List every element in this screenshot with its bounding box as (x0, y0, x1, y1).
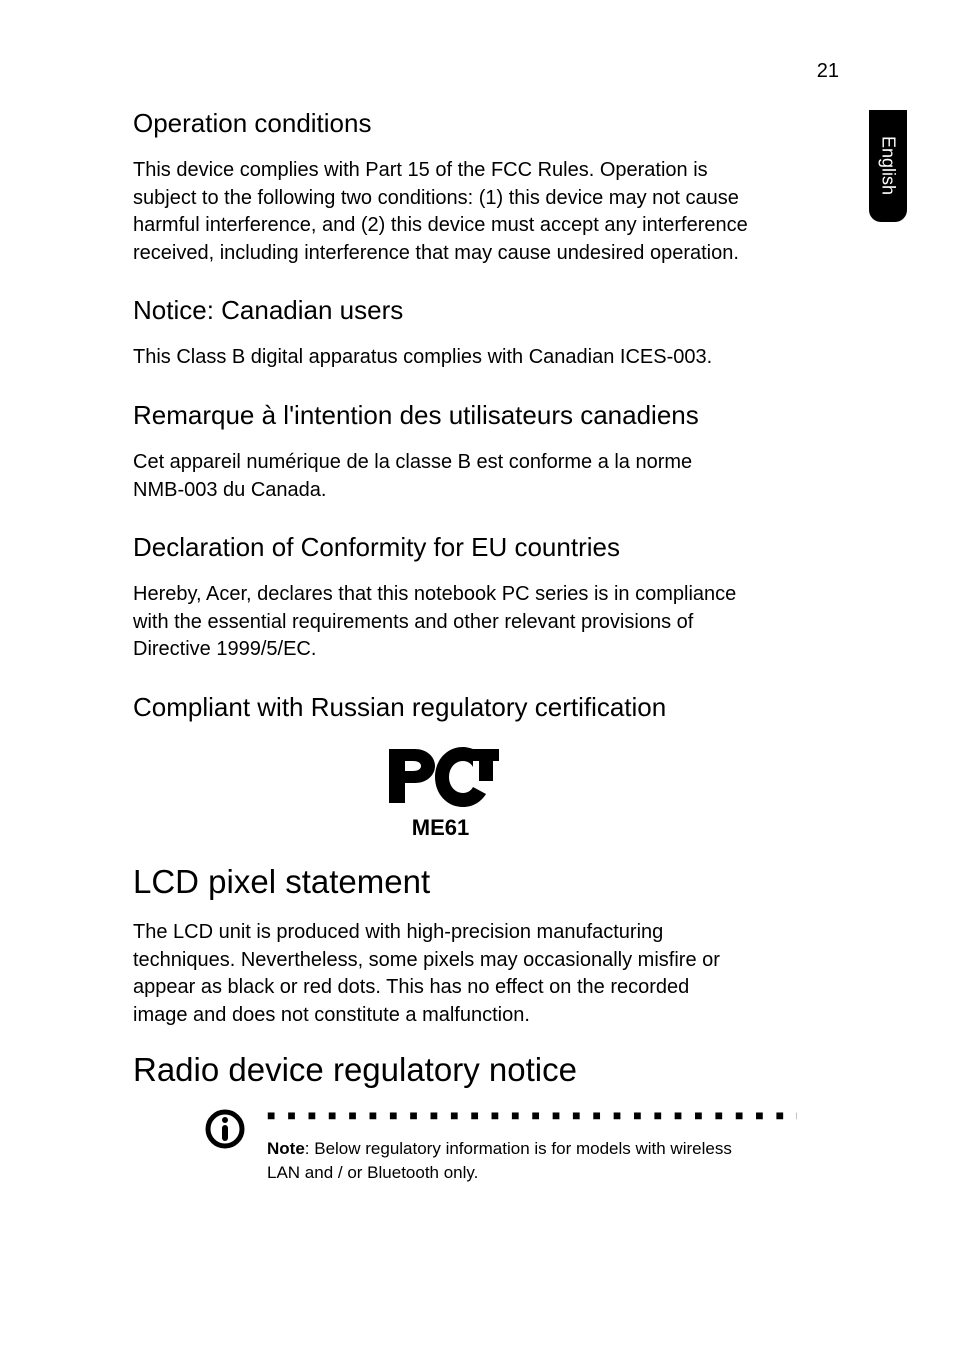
heading-russian-cert: Compliant with Russian regulatory certif… (133, 692, 748, 723)
cert-label: ME61 (133, 815, 748, 841)
alert-icon (205, 1109, 245, 1154)
note-label: Note (267, 1139, 305, 1158)
note-content: ■ ■ ■ ■ ■ ■ ■ ■ ■ ■ ■ ■ ■ ■ ■ ■ ■ ■ ■ ■ … (267, 1107, 797, 1185)
pct-mark-icon (381, 741, 501, 813)
note-divider: ■ ■ ■ ■ ■ ■ ■ ■ ■ ■ ■ ■ ■ ■ ■ ■ ■ ■ ■ ■ … (267, 1107, 797, 1123)
body-lcd-pixel: The LCD unit is produced with high-preci… (133, 919, 748, 1029)
heading-canadian-users: Notice: Canadian users (133, 295, 748, 326)
heading-eu-declaration: Declaration of Conformity for EU countri… (133, 532, 748, 563)
heading-remarque-canadiens: Remarque à l'intention des utilisateurs … (133, 400, 748, 431)
heading-lcd-pixel: LCD pixel statement (133, 863, 748, 901)
note-body: : Below regulatory information is for mo… (267, 1139, 732, 1182)
note-text: Note: Below regulatory information is fo… (267, 1137, 737, 1185)
heading-operation-conditions: Operation conditions (133, 108, 748, 139)
body-remarque-canadiens: Cet appareil numérique de la classe B es… (133, 449, 748, 504)
body-canadian-users: This Class B digital apparatus complies … (133, 344, 748, 372)
page-number: 21 (817, 60, 839, 83)
note-block: ■ ■ ■ ■ ■ ■ ■ ■ ■ ■ ■ ■ ■ ■ ■ ■ ■ ■ ■ ■ … (205, 1107, 748, 1185)
page-content: Operation conditions This device complie… (133, 108, 748, 1185)
body-operation-conditions: This device complies with Part 15 of the… (133, 157, 748, 267)
body-eu-declaration: Hereby, Acer, declares that this noteboo… (133, 581, 748, 664)
heading-radio-notice: Radio device regulatory notice (133, 1051, 748, 1089)
certification-mark: ME61 (133, 741, 748, 841)
language-tab: English (869, 110, 907, 222)
